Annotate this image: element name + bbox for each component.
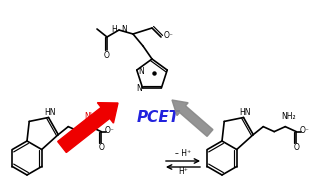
Text: N: N — [121, 25, 127, 33]
Text: PCET: PCET — [137, 109, 180, 125]
Text: NH₂: NH₂ — [281, 112, 295, 121]
Text: O: O — [293, 143, 299, 152]
Text: NH₃⁺: NH₃⁺ — [84, 112, 103, 121]
Text: O⁻: O⁻ — [164, 32, 174, 40]
Text: O: O — [98, 143, 104, 152]
Text: HN: HN — [44, 108, 55, 117]
FancyArrow shape — [58, 103, 118, 153]
Text: H: H — [111, 25, 117, 33]
Text: HN: HN — [239, 108, 250, 117]
Text: N: N — [137, 84, 143, 93]
Text: O⁻: O⁻ — [104, 126, 114, 135]
Text: H⁺: H⁺ — [178, 167, 188, 176]
FancyArrow shape — [172, 100, 213, 136]
Text: N: N — [138, 67, 144, 76]
Text: – H⁺: – H⁺ — [175, 149, 191, 157]
Text: O⁻: O⁻ — [299, 126, 309, 135]
Text: O: O — [104, 50, 110, 60]
